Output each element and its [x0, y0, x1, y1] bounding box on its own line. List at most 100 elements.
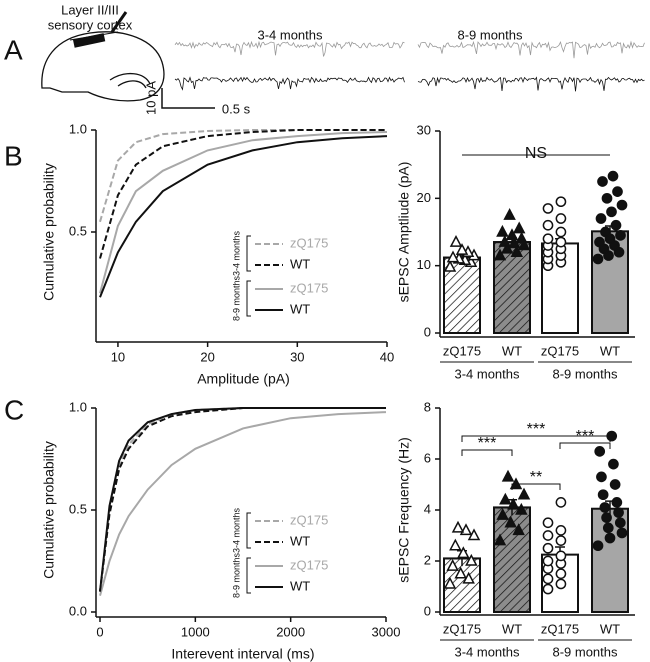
data-point	[493, 248, 507, 261]
data-point	[449, 234, 463, 247]
legend-label: WT	[290, 301, 310, 316]
x-tick-label: 2000	[276, 624, 305, 639]
significance-line	[461, 435, 611, 442]
data-point	[608, 458, 619, 470]
data-point	[501, 469, 515, 482]
data-point	[454, 566, 467, 579]
significance-label: **	[530, 469, 542, 486]
legend-bracket	[246, 235, 251, 272]
data-point	[597, 489, 609, 501]
data-point	[542, 219, 554, 231]
data-point	[555, 578, 567, 590]
brain-schematic	[41, 11, 165, 102]
legend-group: 3-4 months	[231, 507, 241, 553]
legend-group: 8-9 months	[231, 552, 241, 598]
data-point	[592, 540, 604, 552]
legend-group: 8-9 months	[231, 275, 241, 321]
data-point	[443, 259, 457, 272]
data-point	[542, 517, 554, 529]
data-point	[542, 555, 554, 567]
x-tick-label: zQ175	[443, 343, 481, 358]
y-tick-label: 0	[424, 324, 431, 339]
group-label: 8-9 months	[552, 644, 618, 659]
y-axis-label: sEPSC Frequency (Hz)	[396, 437, 412, 582]
data-point	[616, 527, 628, 539]
group-label: 3-4 months	[454, 366, 520, 381]
scale-bar	[161, 88, 215, 109]
data-point	[555, 196, 567, 208]
data-point	[512, 221, 526, 234]
data-point	[542, 530, 554, 541]
region-label: Layer II/III	[61, 2, 119, 17]
trace	[417, 76, 645, 92]
significance-line	[461, 449, 513, 456]
series-line	[99, 129, 387, 223]
data-point	[505, 228, 519, 241]
data-point	[542, 542, 554, 554]
legend-label: zQ175	[290, 557, 328, 572]
y-axis-label: Cumulative probability	[41, 163, 57, 301]
data-point	[555, 535, 567, 546]
y-tick-label: 6	[424, 450, 431, 465]
y-axis-label: Cumulative probability	[41, 441, 57, 579]
data-point	[446, 558, 459, 571]
legend-label: zQ175	[290, 280, 328, 295]
data-point	[451, 520, 465, 533]
y-tick-label: 0.5	[69, 223, 87, 238]
x-tick-label: 10	[111, 349, 125, 364]
significance-label: ***	[478, 435, 497, 452]
data-point	[611, 497, 623, 508]
x-tick-label: WT	[502, 343, 522, 358]
data-point	[542, 573, 554, 585]
trace	[174, 76, 405, 91]
panel-label: A	[4, 34, 23, 65]
x-tick-label: zQ175	[443, 621, 481, 636]
scale-label: 10 pA	[143, 81, 158, 115]
x-tick-label: zQ175	[541, 621, 579, 636]
significance-label: NS	[525, 145, 547, 162]
data-point	[510, 245, 524, 257]
series-line	[99, 135, 388, 298]
data-point	[606, 206, 617, 218]
data-point	[498, 234, 512, 247]
y-tick-label: 1.0	[69, 121, 87, 136]
x-tick-label: 20	[200, 349, 214, 364]
y-tick-label: 30	[417, 122, 431, 137]
trace	[417, 40, 645, 59]
data-point	[610, 219, 622, 231]
legend-label: WT	[290, 578, 310, 593]
data-point	[499, 492, 512, 505]
data-point	[446, 250, 460, 263]
y-tick-label: 1.0	[69, 399, 87, 414]
y-tick-label: 0.0	[69, 603, 87, 618]
y-tick-label: 0	[424, 603, 431, 618]
x-tick-label: WT	[600, 343, 620, 358]
data-point	[555, 226, 567, 238]
data-point	[555, 497, 567, 508]
x-tick-label: 3000	[372, 624, 401, 639]
significance-label: ***	[527, 421, 546, 438]
y-tick-label: 20	[417, 190, 431, 205]
data-point	[457, 546, 470, 559]
significance-line	[511, 483, 561, 490]
y-tick-label: 10	[417, 257, 431, 272]
group-label: 3-4 months	[454, 644, 520, 659]
data-point	[503, 208, 516, 220]
data-point	[455, 243, 469, 255]
data-point	[512, 523, 525, 536]
x-tick-label: 30	[290, 349, 304, 364]
data-point	[555, 236, 567, 248]
data-point	[542, 203, 554, 214]
series-line	[99, 407, 386, 592]
significance-line	[559, 442, 611, 449]
y-tick-label: 8	[424, 399, 431, 414]
series-line	[99, 407, 386, 592]
significance-label: ***	[576, 428, 595, 445]
data-point	[616, 199, 628, 211]
legend-bracket	[246, 557, 251, 594]
series-line	[99, 129, 387, 259]
data-point	[613, 507, 624, 518]
series-line	[99, 131, 388, 294]
y-axis-label: sEPSC Amptliude (pA)	[396, 162, 412, 303]
data-point	[449, 538, 462, 551]
